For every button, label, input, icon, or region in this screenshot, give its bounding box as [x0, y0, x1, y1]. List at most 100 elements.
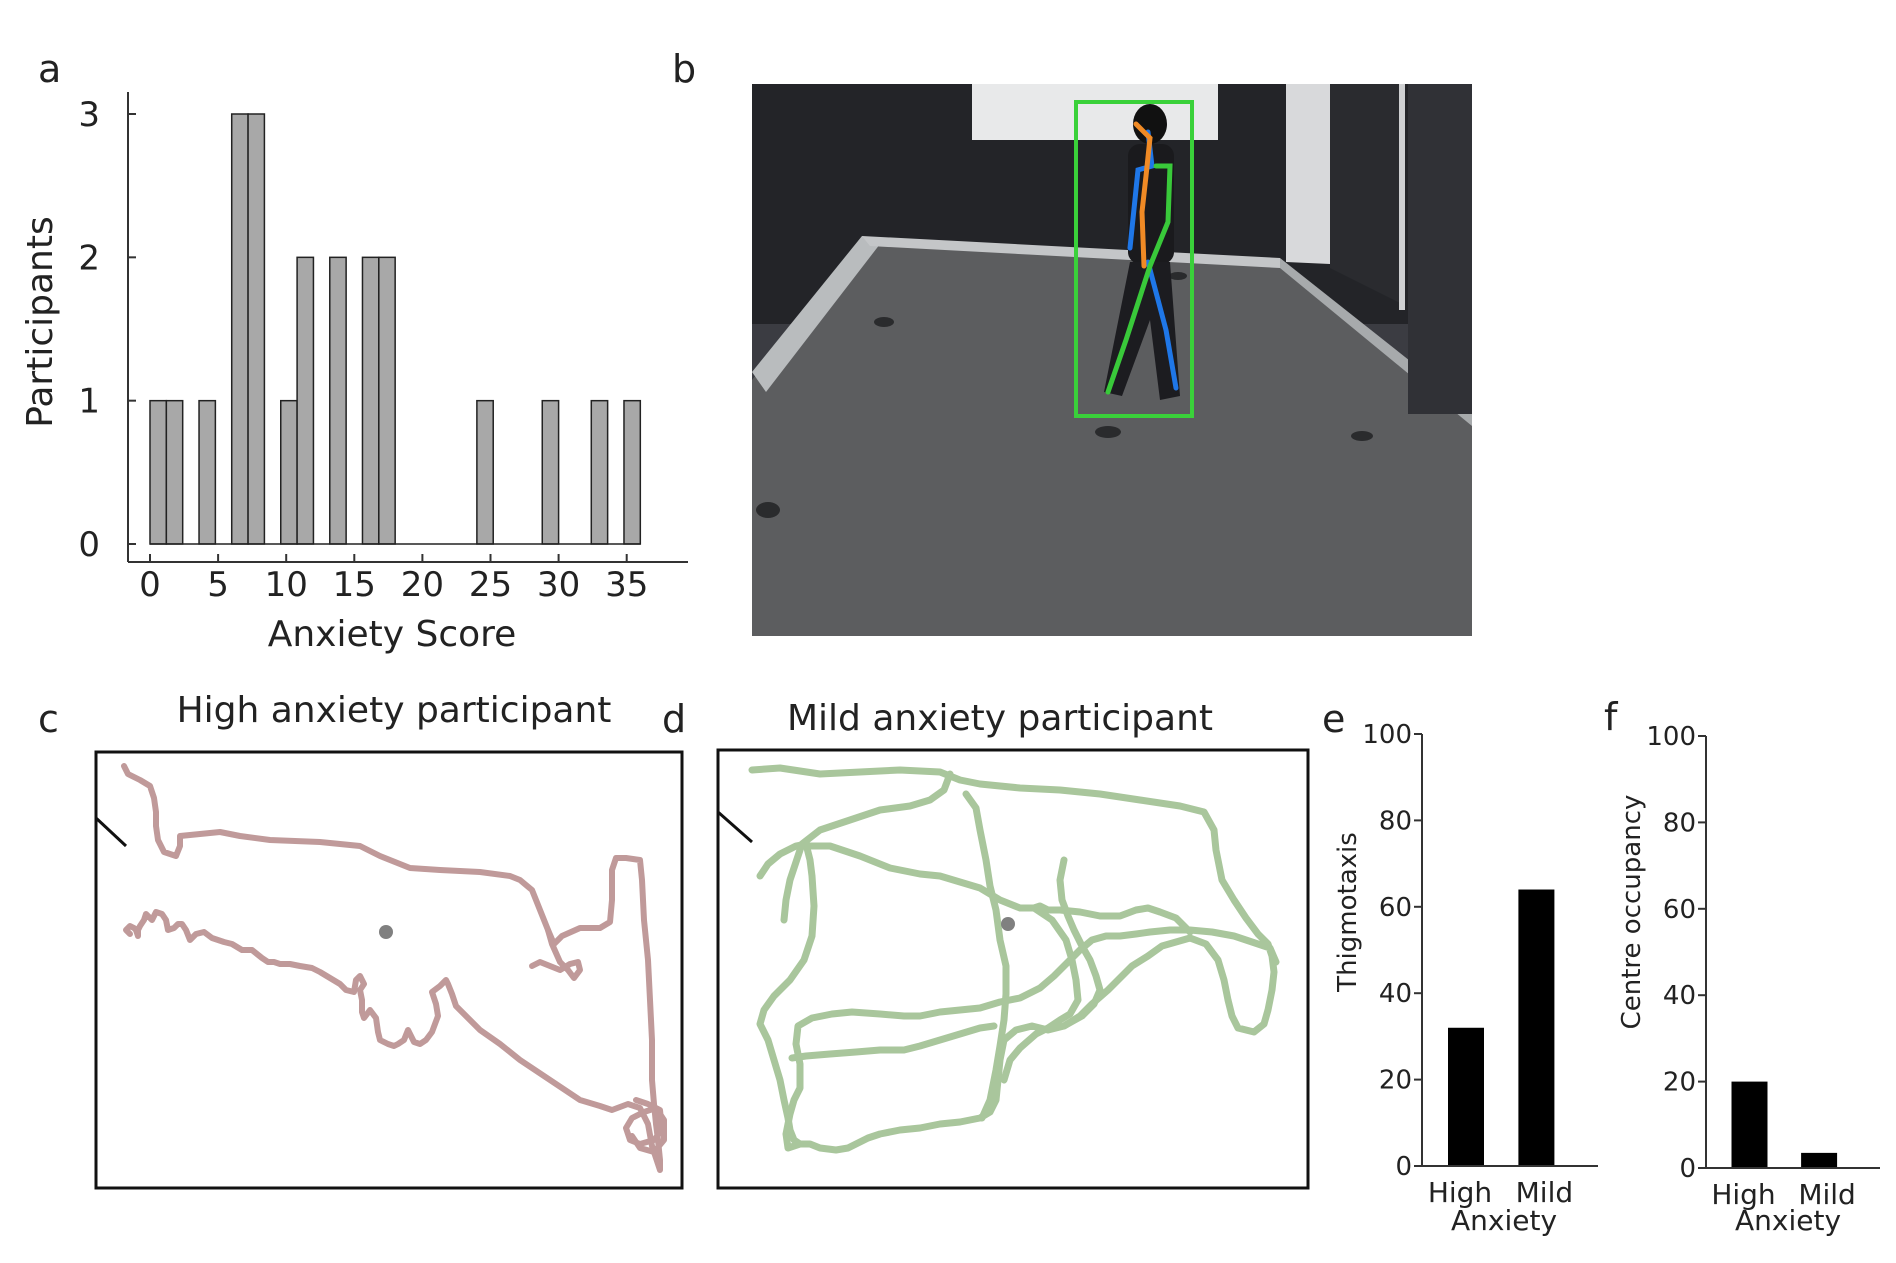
x-ticks: High Mild [1711, 1178, 1856, 1211]
arena-outline-high [94, 750, 684, 1190]
panel-f: f 0 20 40 60 80 100 High Mild Anxiety Centre o… [1604, 695, 1880, 1237]
skeleton-right-leg [1105, 263, 1153, 395]
x-tick-label: 10 [265, 565, 308, 605]
histogram-bar [329, 256, 347, 545]
y-tick-label: 0 [1679, 1154, 1696, 1184]
skeleton-left-leg [1145, 259, 1179, 391]
y-tick-label: 80 [1379, 806, 1412, 836]
histogram-bar [476, 399, 494, 545]
trajectory-mild-8 [788, 1022, 998, 1062]
back-baseboard [862, 236, 1280, 268]
y-tick-label: 20 [1379, 1066, 1412, 1096]
x-tick-label: 25 [469, 565, 512, 605]
y-ticks: 0 1 2 3 [78, 95, 136, 565]
panel-letter-b: b [672, 47, 696, 91]
trajectory-mild-7 [1056, 856, 1104, 1030]
y-tick-label: 1 [78, 382, 100, 422]
arena-centre-high [379, 925, 393, 939]
trajectory-mild [748, 764, 1280, 1154]
x-ticks: 0 5 10 15 20 25 30 35 [139, 554, 648, 605]
x-tick-label: High [1428, 1176, 1492, 1209]
panel-a: a 0 1 2 3 0 5 10 15 20 25 30 35 Anxiety Score Part… [20, 47, 688, 655]
y-tick-label: 60 [1379, 893, 1412, 923]
x-tick-label: 0 [139, 565, 161, 605]
panel-e: e 0 20 40 60 80 100 High Mild Anxiety Thigmota… [1322, 697, 1598, 1237]
bar-high [1731, 1081, 1768, 1168]
histogram-bar [378, 256, 396, 545]
bar-mild [1518, 889, 1555, 1166]
y-axis-label: Centre occupancy [1617, 795, 1647, 1030]
bar-high [1448, 1027, 1484, 1166]
floor [752, 242, 1472, 636]
floor-marker [874, 317, 894, 327]
histogram-bar [149, 399, 168, 545]
histogram-bar [296, 256, 315, 545]
x-tick-label: Mild [1516, 1176, 1574, 1209]
panel-letter-a: a [38, 47, 61, 91]
right-wall [1408, 84, 1472, 414]
y-tick-label: 0 [1395, 1152, 1412, 1182]
pose-skeleton [1105, 121, 1179, 395]
skeleton-right-limbs [1147, 163, 1173, 269]
y-axis-label: Participants [20, 216, 61, 427]
histogram-bar [280, 399, 298, 545]
x-tick-label: 35 [605, 565, 648, 605]
x-axis-label: Anxiety Score [268, 614, 517, 655]
panel-b: b [672, 47, 1472, 636]
y-tick-label: 40 [1663, 981, 1696, 1011]
x-tick-label: Mild [1798, 1178, 1856, 1211]
arena-door-mild [717, 810, 753, 844]
x-tick-label: High [1711, 1178, 1775, 1211]
histogram-bar [198, 399, 217, 545]
panel-letter-c: c [38, 697, 59, 741]
x-tick-label: 15 [333, 565, 376, 605]
trajectory-high-end [623, 1097, 667, 1155]
panel-c: c High anxiety participant [38, 690, 684, 1190]
histogram-bar [247, 113, 266, 545]
histogram-bar [623, 399, 642, 545]
panel-letter-f: f [1604, 695, 1619, 739]
bar-mild [1801, 1152, 1838, 1168]
y-tick-label: 0 [78, 525, 100, 565]
arena-outline-mild [716, 748, 1310, 1190]
trajectory-high-loop [529, 927, 583, 981]
thigmotaxis-bars [1448, 889, 1555, 1166]
y-tick-label: 2 [78, 238, 100, 278]
y-tick-label: 80 [1663, 808, 1696, 838]
y-tick-label: 40 [1379, 979, 1412, 1009]
histogram-bars [149, 113, 642, 545]
floor-marker [1095, 426, 1121, 438]
skeleton-torso [1133, 121, 1153, 269]
panel-letter-d: d [662, 697, 686, 741]
arena-centre-mild [1001, 917, 1015, 931]
track-title-high: High anxiety participant [177, 690, 612, 731]
y-tick-label: 20 [1663, 1068, 1696, 1098]
x-axis-label: Anxiety [1451, 1204, 1557, 1237]
histogram-bar [590, 399, 609, 545]
panel-d: d Mild anxiety participant [662, 697, 1310, 1190]
floor-marker [1351, 431, 1373, 441]
panel-letter-e: e [1322, 697, 1345, 741]
wall-panel [972, 84, 1218, 140]
trajectory-mild-5 [780, 770, 954, 924]
y-ticks: 0 20 40 60 80 100 [1646, 722, 1706, 1184]
y-tick-label: 100 [1362, 720, 1412, 750]
y-tick-label: 3 [78, 95, 100, 135]
centre-occupancy-bars [1731, 1081, 1838, 1168]
x-tick-label: 30 [537, 565, 580, 605]
y-tick-label: 100 [1646, 722, 1696, 752]
door-frame [1286, 84, 1330, 264]
arena-door-high [94, 816, 128, 848]
door [1330, 84, 1402, 304]
y-axis-label: Thigmotaxis [1333, 832, 1363, 993]
detection-box [1074, 100, 1194, 418]
histogram-bar [230, 113, 249, 545]
x-ticks: High Mild [1428, 1176, 1573, 1209]
y-ticks: 0 20 40 60 80 100 [1362, 720, 1422, 1182]
person-legs [1104, 262, 1180, 400]
histogram-bar [541, 399, 560, 545]
trajectory-mild-4 [962, 790, 1010, 1122]
video-frame [752, 84, 1472, 636]
histogram-bar [361, 256, 380, 545]
